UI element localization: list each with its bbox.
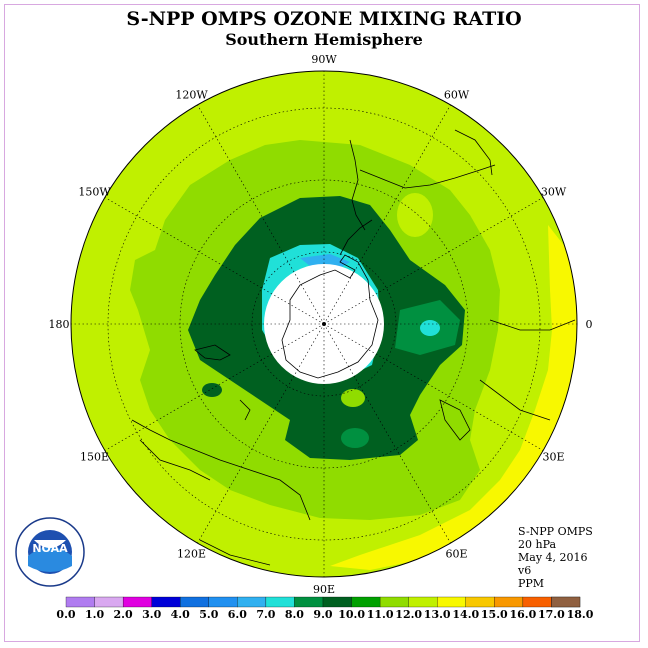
- info-satellite: S-NPP OMPS: [518, 525, 593, 538]
- longitude-label: 60E: [445, 548, 467, 561]
- coastlines: [131, 129, 576, 566]
- contour-9-10-patch: [202, 383, 222, 397]
- longitude-label: 120W: [175, 89, 208, 102]
- longitude-label: 90E: [313, 583, 335, 596]
- contour-7-8-patch: [420, 320, 440, 336]
- map-boundary: [70, 70, 578, 578]
- contour-12-13-right: [330, 225, 577, 570]
- info-block: S-NPP OMPS 20 hPa May 4, 2016 v6 PPM: [518, 525, 593, 590]
- contour-8-9-patch: [341, 428, 369, 448]
- info-units: PPM: [518, 577, 545, 590]
- longitude-label: 150E: [80, 451, 109, 464]
- map-title: S-NPP OMPS OZONE MIXING RATIO: [126, 8, 522, 30]
- longitude-label: 90W: [311, 53, 337, 66]
- longitude-label: 150W: [78, 186, 111, 199]
- longitude-label: 180: [49, 318, 70, 331]
- ozone-field: [71, 71, 577, 577]
- info-date: May 4, 2016: [518, 551, 588, 564]
- longitude-label: 30E: [542, 451, 564, 464]
- longitude-label: 30W: [541, 186, 567, 199]
- figure-frame: [4, 4, 640, 642]
- south-pole-marker: [322, 322, 326, 326]
- contour-6-7-rim: [300, 254, 350, 268]
- contour-11-12-patch: [397, 193, 433, 237]
- longitude-labels: 90W 60W 30W 0 30E 60E 90E 120E 150E 180 150W 120W: [49, 53, 593, 596]
- info-pressure: 20 hPa: [518, 538, 557, 551]
- info-version: v6: [518, 564, 532, 577]
- contour-10-11-patch: [341, 389, 365, 407]
- noaa-logo: NOAA: [15, 517, 85, 587]
- longitude-label: 120E: [177, 548, 206, 561]
- longitude-label: 60W: [444, 89, 470, 102]
- longitude-label: 0: [586, 318, 593, 331]
- map-subtitle: Southern Hemisphere: [225, 30, 423, 49]
- logo-wordmark: NOAA: [32, 542, 68, 555]
